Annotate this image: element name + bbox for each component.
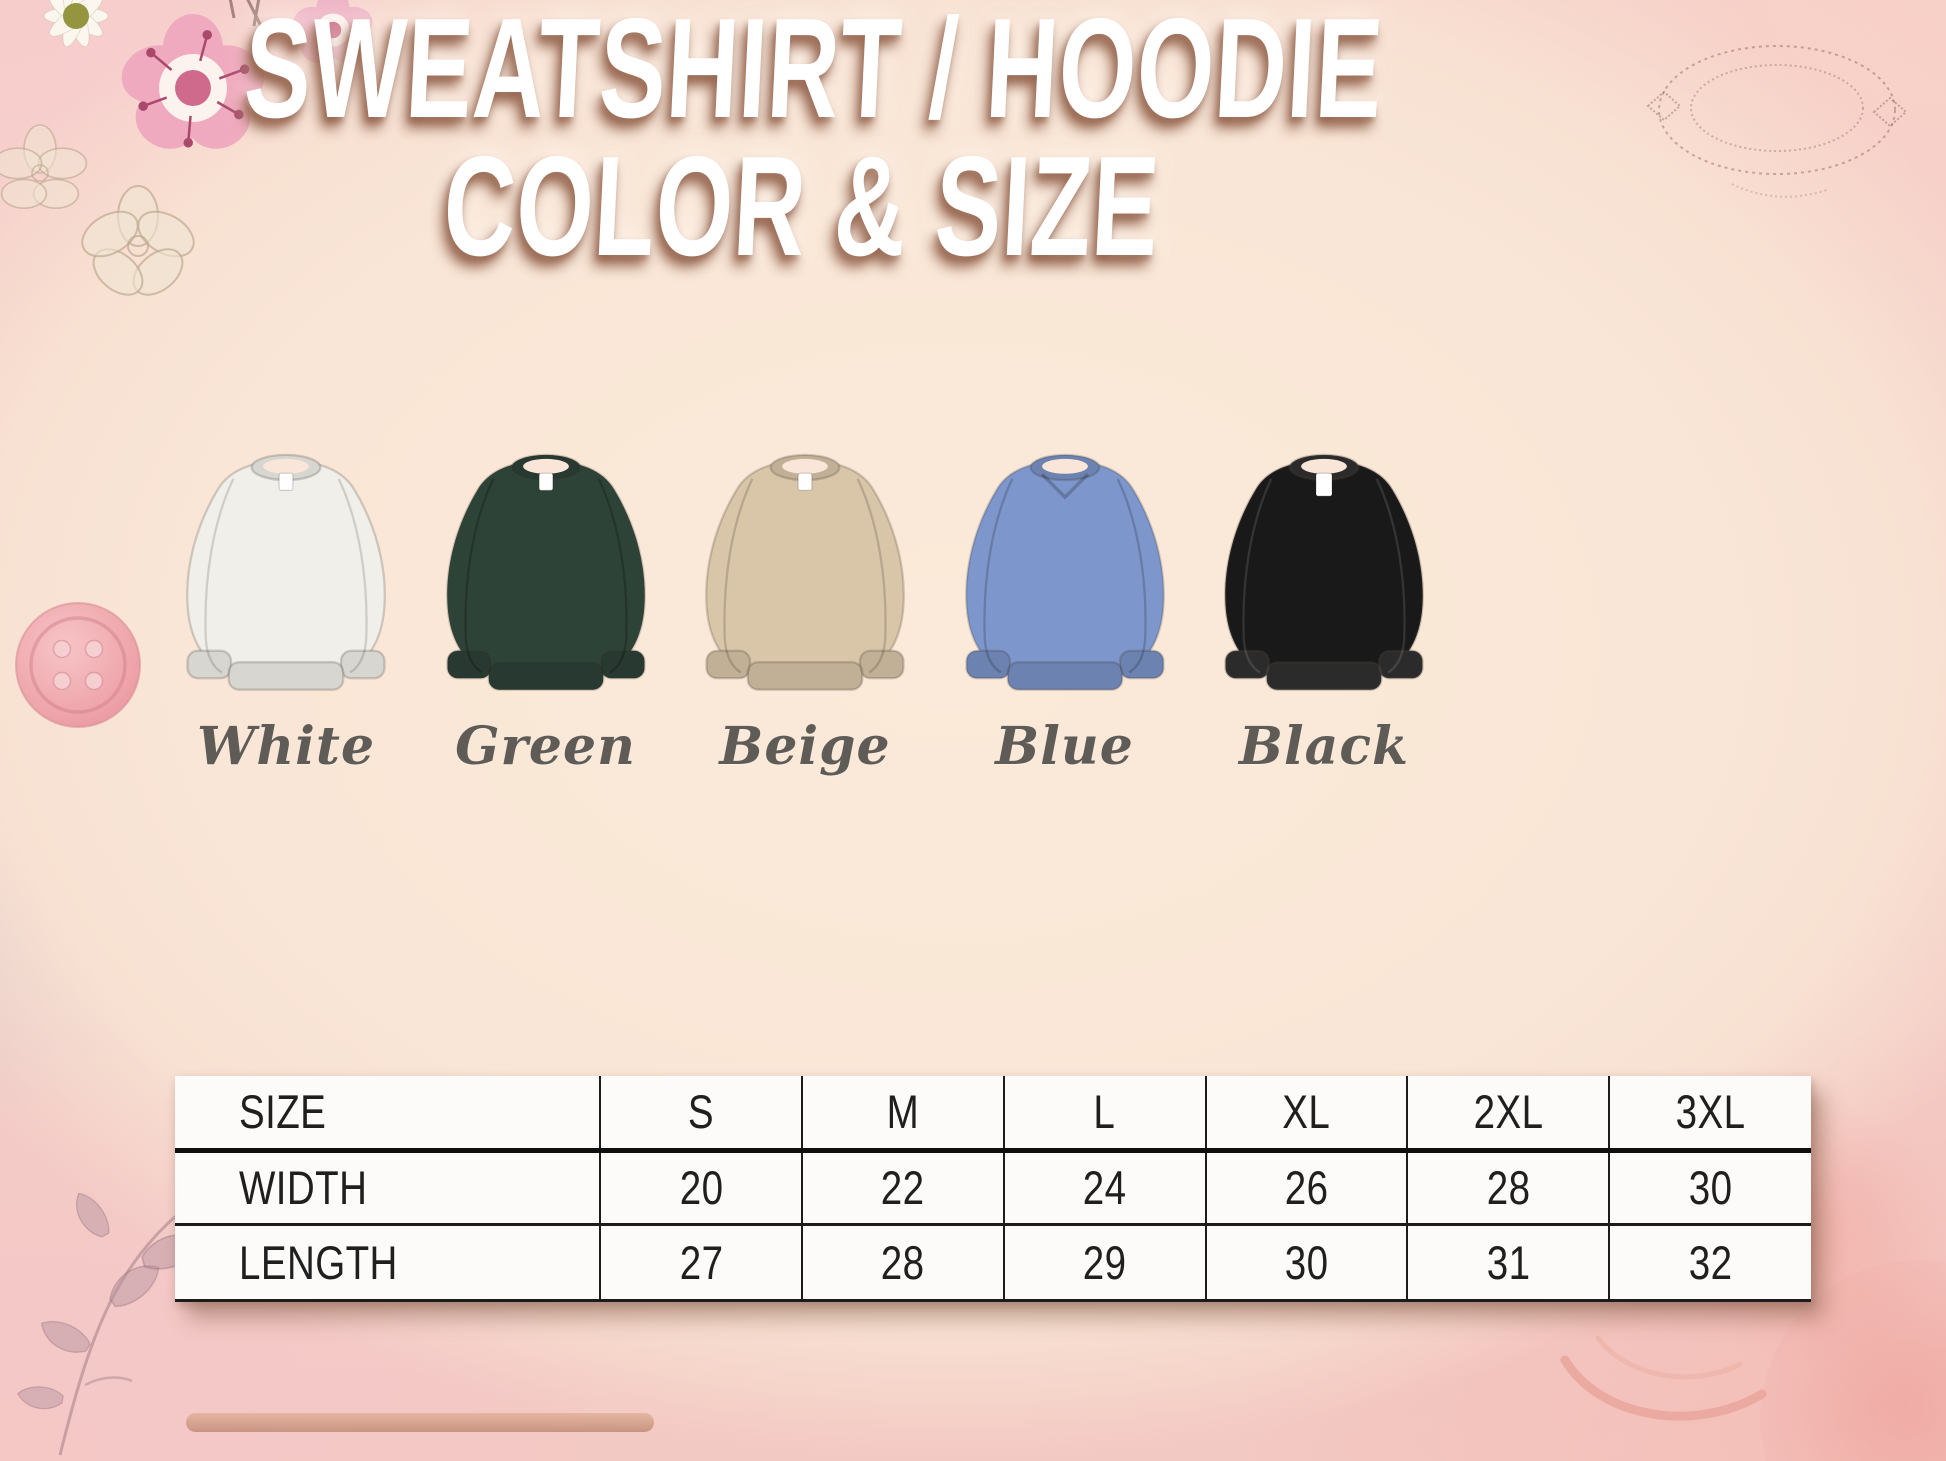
length-value-2xl: 31 <box>1407 1224 1611 1302</box>
width-value-s: 20 <box>600 1150 804 1226</box>
row-label-width: WIDTH <box>175 1150 602 1226</box>
wooden-bar <box>186 1413 654 1432</box>
product-white: White <box>158 442 414 827</box>
sweatshirt-blue-image <box>964 453 1165 691</box>
sweatshirt-white-image <box>186 453 386 691</box>
color-label-black: Black <box>1238 716 1410 777</box>
length-row: LENGTH 27 28 29 30 31 32 <box>175 1224 1811 1302</box>
header-cell-xl: XL <box>1205 1076 1409 1153</box>
color-label-green: Green <box>455 716 636 777</box>
sweatshirt-green-image <box>445 453 646 691</box>
product-black: Black <box>1196 442 1452 827</box>
size-chart-table: SIZE S M L XL 2XL 3XL WIDTH 20 22 24 26 … <box>175 1076 1811 1302</box>
width-value-3xl: 30 <box>1609 1150 1811 1226</box>
width-value-l: 24 <box>1003 1150 1207 1226</box>
sweatshirt-beige-image <box>705 453 905 691</box>
length-value-3xl: 32 <box>1609 1224 1811 1302</box>
product-color-row: White Gre <box>158 442 1452 827</box>
header-cell-size: SIZE <box>175 1076 602 1153</box>
length-value-m: 28 <box>802 1224 1005 1302</box>
width-value-m: 22 <box>802 1150 1005 1226</box>
color-label-beige: Beige <box>719 716 891 777</box>
sweatshirt-black-image <box>1224 453 1424 691</box>
ring-sketch-icon <box>1646 45 1908 198</box>
length-value-l: 29 <box>1003 1224 1207 1302</box>
header-cell-2xl: 2XL <box>1407 1076 1611 1153</box>
title-line-1: SWEATSHIRT / HOODIE <box>240 0 1387 148</box>
width-row: WIDTH 20 22 24 26 28 30 <box>175 1150 1811 1226</box>
header-cell-3xl: 3XL <box>1609 1076 1811 1153</box>
poster-title: SWEATSHIRT / HOODIE COLOR & SIZE <box>235 0 1387 286</box>
header-cell-l: L <box>1003 1076 1207 1153</box>
title-line-2: COLOR & SIZE <box>440 126 1164 286</box>
product-blue: Blue <box>937 442 1193 827</box>
header-cell-s: S <box>600 1076 804 1153</box>
button-icon <box>15 602 141 728</box>
length-value-s: 27 <box>600 1224 804 1302</box>
color-label-white: White <box>196 716 376 777</box>
width-value-2xl: 28 <box>1407 1150 1611 1226</box>
width-value-xl: 26 <box>1205 1150 1409 1226</box>
color-label-blue: Blue <box>995 716 1134 777</box>
product-beige: Beige <box>677 442 933 827</box>
length-value-xl: 30 <box>1205 1224 1409 1302</box>
header-cell-m: M <box>802 1076 1005 1153</box>
size-header-row: SIZE S M L XL 2XL 3XL <box>175 1076 1811 1153</box>
product-green: Green <box>418 442 674 827</box>
row-label-length: LENGTH <box>175 1224 602 1302</box>
